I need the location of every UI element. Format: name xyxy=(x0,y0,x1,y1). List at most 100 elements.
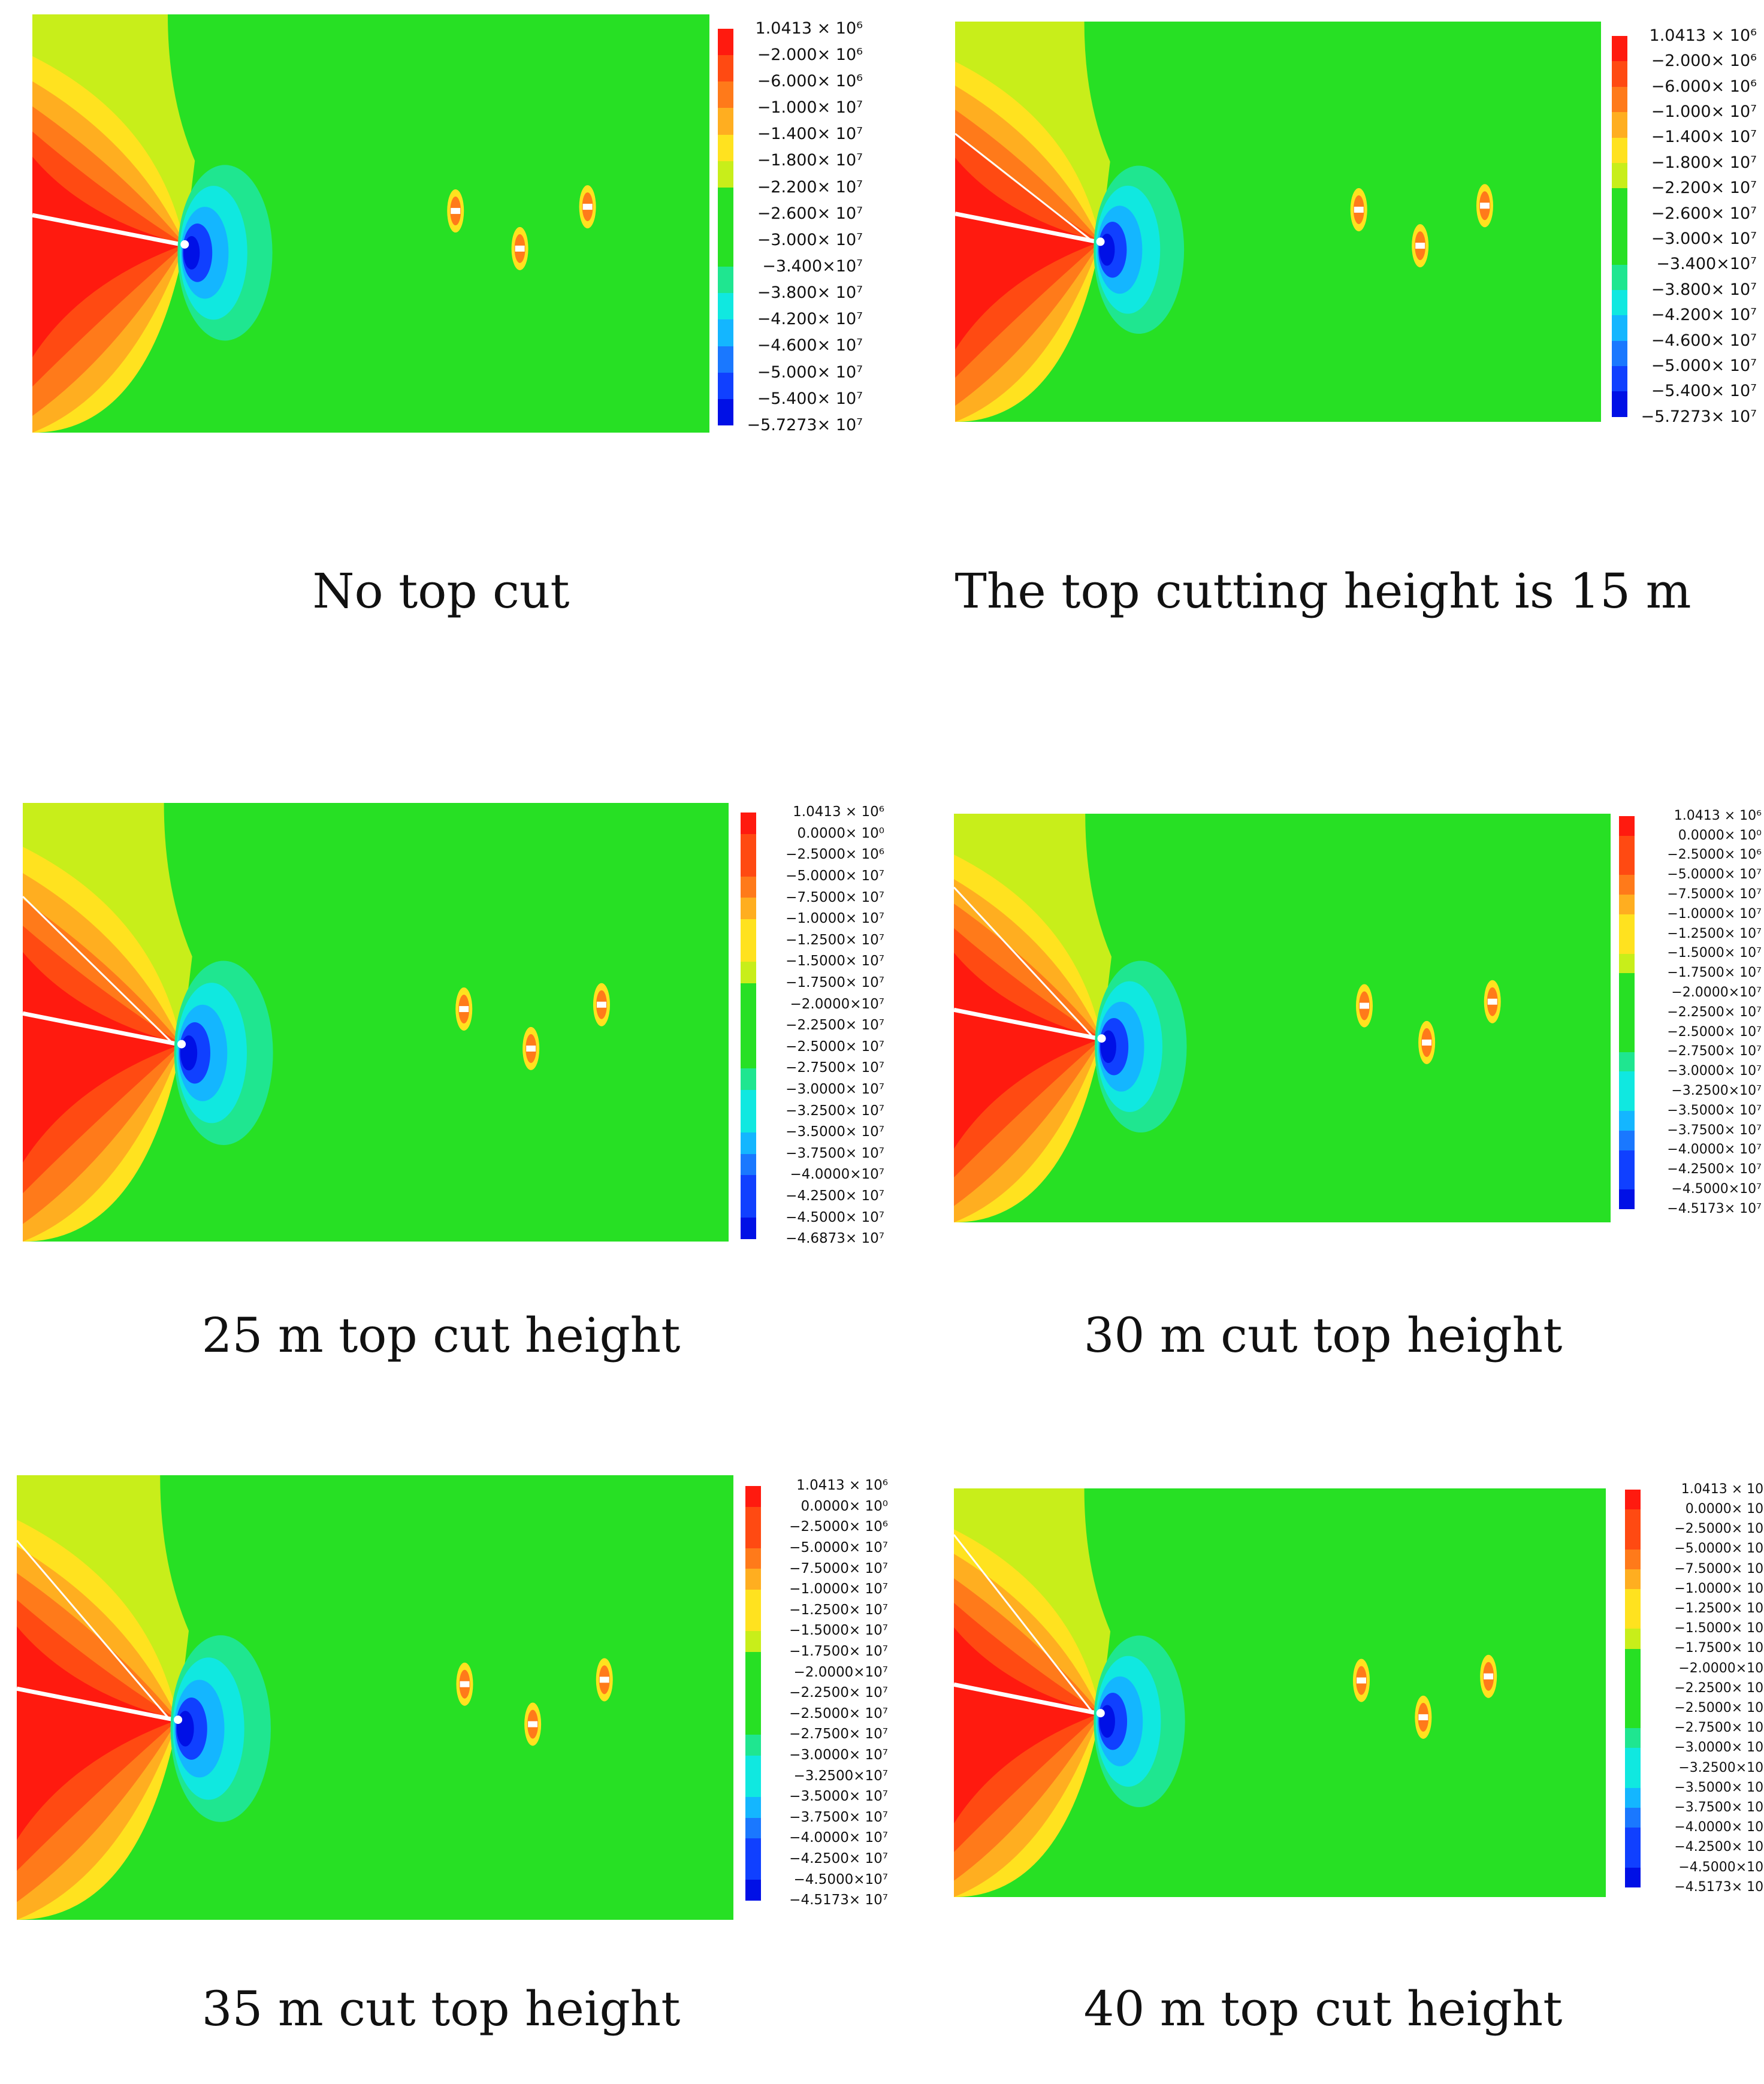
legend-swatch xyxy=(741,1025,756,1047)
panel-caption: 30 m cut top height xyxy=(1083,1307,1563,1363)
legend-swatch xyxy=(745,1735,761,1756)
legend-swatch xyxy=(741,876,756,898)
legend-tick-label: −2.0000×10⁷ xyxy=(790,996,884,1012)
legend-swatch xyxy=(718,346,733,373)
legend-tick-label: −2.5000× 10⁶ xyxy=(1674,1521,1764,1537)
legend-swatch xyxy=(1619,875,1635,895)
legend-swatch xyxy=(1625,1648,1641,1669)
legend-tick-label: 1.0413 × 10⁶ xyxy=(1674,808,1762,823)
roadway-line xyxy=(32,213,182,247)
legend-tick-label: −1.400× 10⁷ xyxy=(757,125,863,144)
legend-tick-label: −3.800× 10⁷ xyxy=(1651,280,1757,299)
panel-caption: No top cut xyxy=(312,563,570,619)
face-hole xyxy=(174,1715,183,1724)
legend-tick-label: −2.200× 10⁷ xyxy=(757,177,863,197)
legend-tick-label: −3.5000× 10⁷ xyxy=(786,1124,884,1140)
legend-color-bar xyxy=(1619,816,1635,1209)
legend-color-bar xyxy=(1612,36,1627,417)
stress-contour-field xyxy=(17,1475,733,1920)
borehole xyxy=(522,1026,540,1070)
legend-tick-label: −2.5000× 10⁷ xyxy=(786,1038,884,1055)
legend-tick-label: 1.0413 × 10⁶ xyxy=(1681,1481,1764,1497)
face-hole xyxy=(1097,1034,1106,1043)
legend-tick-label: −1.000× 10⁷ xyxy=(757,98,863,117)
legend-tick-label: −4.200× 10⁷ xyxy=(1651,306,1757,325)
legend-swatch xyxy=(1625,1688,1641,1709)
legend-tick-label: −1.7500× 10⁷ xyxy=(786,975,884,990)
legend-labels: 1.0413 × 10⁶ −2.000× 10⁶ −6.000× 10⁶ −1.000… xyxy=(743,19,863,434)
legend-tick-label: −4.600× 10⁷ xyxy=(757,336,863,355)
stress-contour-field xyxy=(955,22,1601,422)
legend-swatch xyxy=(718,29,733,56)
roadway-line xyxy=(954,1007,1099,1041)
legend-swatch xyxy=(718,187,733,214)
legend-color-bar xyxy=(745,1486,761,1901)
legend-tick-label: −4.6873× 10⁷ xyxy=(786,1231,884,1247)
legend-labels: 1.0413 × 10⁶ 0.0000× 10⁰ −2.5000× 10⁶ −5.00… xyxy=(765,804,884,1246)
legend-tick-label: −6.000× 10⁶ xyxy=(1651,77,1757,96)
legend-tick-label: −1.0000× 10⁷ xyxy=(1674,1581,1764,1596)
legend-swatch xyxy=(741,919,756,941)
top-cut-line xyxy=(23,896,174,1045)
legend-swatch xyxy=(745,1880,761,1901)
legend-swatch xyxy=(741,898,756,919)
stress-contour-field xyxy=(954,1488,1606,1897)
legend-swatch xyxy=(1619,855,1635,875)
legend-tick-label: −5.7273× 10⁷ xyxy=(747,415,863,434)
legend-swatch xyxy=(741,1068,756,1090)
legend-tick-label: −3.7500× 10⁷ xyxy=(1674,1800,1764,1815)
legend-swatch xyxy=(1619,934,1635,954)
legend-tick-label: −5.0000× 10⁷ xyxy=(789,1540,888,1556)
borehole xyxy=(1350,188,1367,231)
legend-tick-label: −2.5000× 10⁷ xyxy=(1674,1701,1764,1715)
legend-swatch xyxy=(1619,1189,1635,1209)
legend-swatch xyxy=(1619,1091,1635,1111)
legend-tick-label: −4.0000×10⁷ xyxy=(790,1167,884,1183)
legend-tick-label: −5.400× 10⁷ xyxy=(1651,382,1757,401)
legend-swatch xyxy=(745,1610,761,1632)
legend-tick-label: −4.2500× 10⁷ xyxy=(789,1851,888,1866)
legend-tick-label: −3.0000× 10⁷ xyxy=(1667,1064,1762,1079)
legend-tick-label: −4.5000×10⁷ xyxy=(1678,1859,1764,1875)
legend-tick-label: −4.2500× 10⁷ xyxy=(1667,1162,1762,1177)
face-hole xyxy=(1096,1709,1105,1718)
legend-tick-label: −4.2500× 10⁷ xyxy=(1674,1840,1764,1855)
legend-tick-label: −2.600× 10⁷ xyxy=(757,204,863,223)
legend-tick-label: −1.2500× 10⁷ xyxy=(1667,926,1762,941)
panel-caption: The top cutting height is 15 m xyxy=(955,563,1691,619)
borehole xyxy=(511,226,528,270)
legend-swatch xyxy=(1619,914,1635,934)
legend-tick-label: −2.000× 10⁶ xyxy=(757,45,863,64)
legend-tick-label: 0.0000× 10⁰ xyxy=(797,825,884,841)
legend-tick-label: −2.5000× 10⁶ xyxy=(789,1519,888,1535)
panel-caption: 35 m cut top height xyxy=(201,1981,681,2037)
borehole xyxy=(1353,1659,1370,1702)
borehole xyxy=(524,1702,542,1746)
legend-tick-label: −6.000× 10⁶ xyxy=(757,72,863,91)
legend-swatch xyxy=(1612,264,1627,290)
legend-tick-label: −2.5000× 10⁶ xyxy=(786,847,884,863)
face-hole xyxy=(1096,237,1105,246)
legend-tick-label: −3.0000× 10⁷ xyxy=(1674,1740,1764,1756)
legend-swatch xyxy=(1625,1509,1641,1530)
legend-tick-label: −1.2500× 10⁷ xyxy=(1674,1601,1764,1616)
legend-tick-label: −1.5000× 10⁷ xyxy=(1667,946,1762,961)
legend-swatch xyxy=(718,108,733,135)
legend-swatch xyxy=(1625,1748,1641,1768)
legend-tick-label: −4.5000×10⁷ xyxy=(1671,1182,1762,1197)
legend-tick-label: −2.2500× 10⁷ xyxy=(1674,1680,1764,1696)
legend-swatch xyxy=(1619,1150,1635,1170)
legend-swatch xyxy=(1619,1170,1635,1190)
legend-tick-label: −2.7500× 10⁷ xyxy=(786,1060,884,1076)
legend-swatch xyxy=(1612,162,1627,189)
legend-swatch xyxy=(1612,86,1627,113)
top-cut-line xyxy=(17,1539,171,1721)
legend-swatch xyxy=(718,240,733,267)
legend-swatch xyxy=(1612,340,1627,367)
legend-tick-label: −3.5000× 10⁷ xyxy=(1674,1780,1764,1795)
legend-swatch xyxy=(745,1569,761,1590)
legend-swatch xyxy=(1619,835,1635,856)
legend-tick-label: −4.5173× 10⁷ xyxy=(789,1892,888,1908)
legend-tick-label: −1.0000× 10⁷ xyxy=(789,1581,888,1597)
legend-swatch xyxy=(745,1776,761,1797)
